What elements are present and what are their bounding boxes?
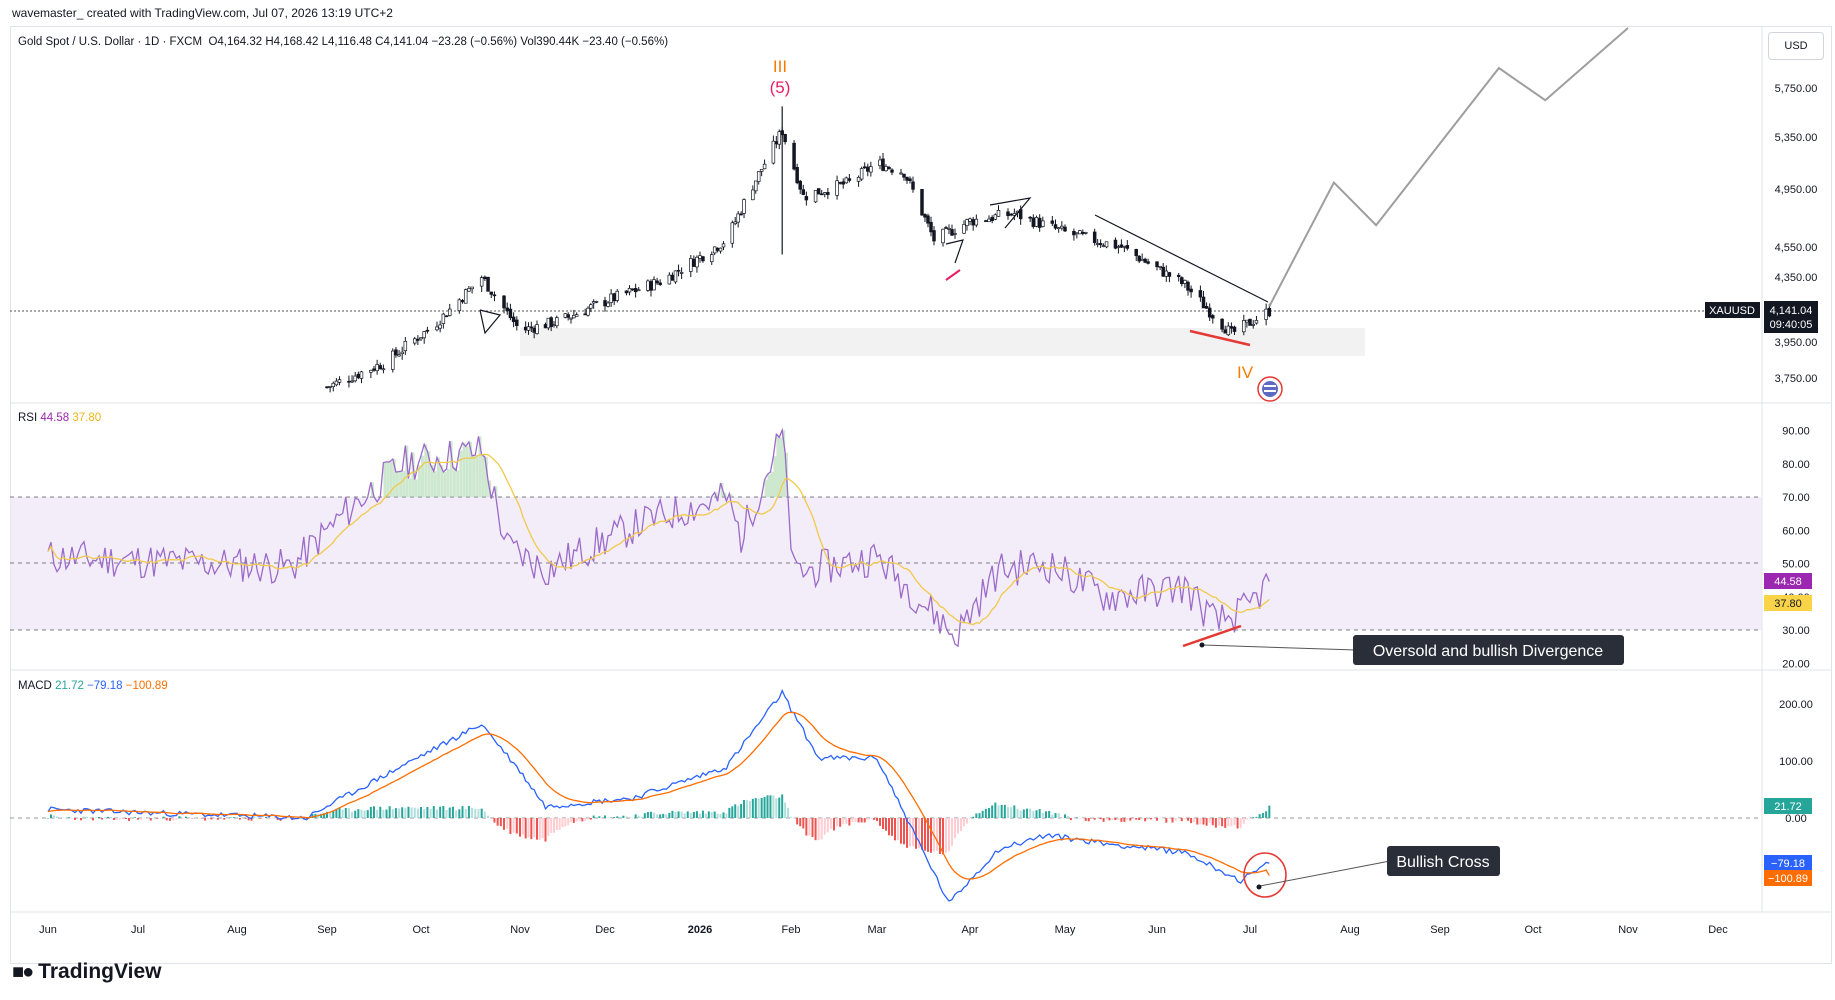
- tradingview-logo[interactable]: ■● TradingView: [12, 960, 162, 984]
- currency-button[interactable]: USD: [1768, 32, 1824, 60]
- ohlc-high: H4,168.42: [265, 36, 319, 48]
- tradingview-logo-text: TradingView: [38, 960, 162, 983]
- volume-change: −23.40 (−0.56%): [582, 36, 669, 48]
- macd-hist-value: 21.72: [55, 680, 84, 692]
- macd-header[interactable]: MACD 21.72 −79.18 −100.89: [18, 680, 168, 692]
- rsi-value: 44.58: [40, 412, 70, 424]
- ohlc-change: −23.28 (−0.56%): [431, 36, 518, 48]
- macd-line-value: −79.18: [87, 680, 123, 692]
- rsi-ma-value: 37.80: [72, 412, 102, 424]
- macd-signal-value: −100.89: [125, 680, 168, 692]
- volume-value: Vol390.44K: [520, 36, 580, 48]
- rsi-header[interactable]: RSI 44.58 37.80: [18, 412, 101, 424]
- rsi-label: RSI: [18, 412, 38, 424]
- symbol-header[interactable]: Gold Spot / U.S. Dollar · 1D · FXCM O4,1…: [18, 36, 668, 48]
- tradingview-logo-icon: ■●: [12, 960, 34, 983]
- attribution-text: wavemaster_ created with TradingView.com…: [12, 6, 393, 20]
- symbol-name: Gold Spot / U.S. Dollar · 1D · FXCM: [18, 36, 203, 48]
- ohlc-open: O4,164.32: [208, 36, 263, 48]
- ohlc-close: C4,141.04: [375, 36, 429, 48]
- macd-label: MACD: [18, 680, 52, 692]
- chart-frame: [10, 26, 1832, 964]
- ohlc-low: L4,116.48: [321, 36, 372, 48]
